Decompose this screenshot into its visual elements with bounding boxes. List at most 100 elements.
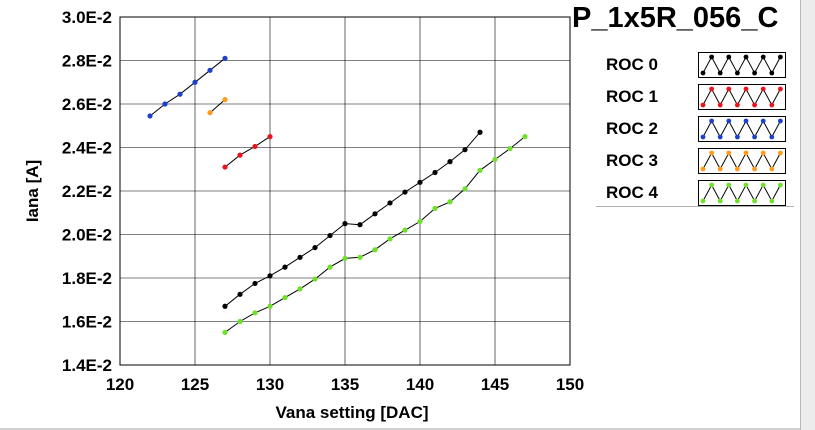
data-point <box>267 303 273 309</box>
legend-swatch <box>698 148 786 174</box>
data-point <box>162 101 168 107</box>
legend-swatch-marker <box>717 102 723 108</box>
legend-swatch-graphic <box>700 150 783 172</box>
y-tick-label: 3.0E-2 <box>62 8 112 27</box>
data-point <box>477 167 483 173</box>
data-point <box>387 200 393 206</box>
data-point <box>207 67 213 73</box>
data-point <box>237 291 243 297</box>
legend-swatch-marker <box>700 102 706 108</box>
data-point <box>432 205 438 211</box>
data-point <box>402 227 408 233</box>
data-point <box>327 232 333 239</box>
legend-swatch-graphic <box>700 182 783 204</box>
data-point <box>387 236 393 242</box>
data-point <box>357 222 363 228</box>
legend-swatch <box>698 84 786 110</box>
data-point <box>507 145 513 152</box>
legend-swatch-marker <box>778 54 783 60</box>
legend-swatch-marker <box>752 70 757 76</box>
data-point <box>447 159 453 165</box>
series-line <box>209 99 226 114</box>
legend-label: ROC 3 <box>606 151 658 170</box>
legend-swatch-marker <box>700 70 706 76</box>
data-point <box>372 247 378 253</box>
legend-swatch-marker <box>717 166 723 172</box>
legend-swatch-marker <box>717 134 723 140</box>
data-point <box>237 152 243 158</box>
legend-swatch-line <box>702 151 781 171</box>
data-point <box>417 218 423 225</box>
series-1 <box>222 134 273 170</box>
legend-swatch-marker <box>717 70 723 76</box>
y-tick-label: 2.8E-2 <box>62 52 112 71</box>
y-axis-label: Iana [A] <box>23 160 42 222</box>
legend-swatch <box>698 52 786 78</box>
data-point <box>177 91 183 97</box>
legend-item: ROC 4 <box>596 179 794 207</box>
legend-swatch-marker <box>709 86 714 92</box>
series-4 <box>222 134 528 335</box>
y-tick-label: 2.2E-2 <box>62 182 112 201</box>
legend-swatch-marker <box>726 54 732 60</box>
y-tick-label: 2.0E-2 <box>62 226 112 245</box>
series-2 <box>147 55 228 119</box>
data-point <box>477 129 483 135</box>
legend-swatch-marker <box>752 166 757 172</box>
y-tick-label: 1.6E-2 <box>62 313 112 332</box>
legend-swatch-marker <box>743 54 749 60</box>
data-point <box>492 156 498 163</box>
x-tick-label: 135 <box>331 375 359 394</box>
legend-swatch-graphic <box>700 118 783 140</box>
legend-label: ROC 4 <box>606 183 658 202</box>
series-line <box>149 57 226 117</box>
legend-swatch-marker <box>726 182 732 188</box>
legend-swatch-marker <box>735 102 740 108</box>
data-point <box>327 264 333 270</box>
tick-layer: 120 125 130 135 140 145 150 1.4E-2 1.6E-2 1.8E-2 2… <box>62 8 584 394</box>
legend-item: ROC 0 <box>596 51 794 79</box>
y-tick-label: 1.4E-2 <box>62 356 112 375</box>
data-point <box>147 113 153 119</box>
data-point <box>267 134 273 140</box>
data-point <box>252 310 258 316</box>
y-tick-label: 1.8E-2 <box>62 269 112 288</box>
y-tick-label: 2.6E-2 <box>62 95 112 114</box>
data-point <box>267 273 273 279</box>
data-point <box>282 264 288 270</box>
legend-swatch-marker <box>709 150 714 156</box>
legend-item: ROC 3 <box>596 147 794 175</box>
legend-swatch-marker <box>743 86 749 92</box>
data-point <box>357 254 363 260</box>
data-point <box>207 110 213 116</box>
legend-swatch-marker <box>778 182 783 188</box>
legend-swatch-marker <box>778 86 783 92</box>
legend-swatch-marker <box>743 182 749 188</box>
legend-swatch-line <box>702 183 781 203</box>
series-3 <box>207 97 228 116</box>
legend-swatch-graphic <box>700 54 783 76</box>
data-point <box>342 255 348 262</box>
legend-label: ROC 0 <box>606 55 658 74</box>
data-point <box>282 294 288 301</box>
legend-swatch-marker <box>735 166 740 172</box>
legend-swatch-marker <box>735 70 740 76</box>
legend-swatch-marker <box>769 198 775 204</box>
legend-swatch-marker <box>769 70 775 76</box>
legend-swatch-marker <box>726 150 732 156</box>
legend-swatch-marker <box>735 134 740 140</box>
legend-swatch-marker <box>700 134 706 140</box>
series-0 <box>222 129 483 309</box>
legend-swatch-marker <box>760 86 766 92</box>
data-point <box>462 186 468 192</box>
legend-item: ROC 1 <box>596 83 794 111</box>
legend-swatch <box>698 116 786 142</box>
legend-swatch-marker <box>726 118 732 124</box>
legend-label: ROC 2 <box>606 119 658 138</box>
legend-swatch-marker <box>769 134 775 140</box>
scrollbar[interactable] <box>800 0 815 430</box>
legend-swatch-marker <box>700 166 706 172</box>
data-point <box>192 79 198 85</box>
data-point <box>312 244 318 251</box>
